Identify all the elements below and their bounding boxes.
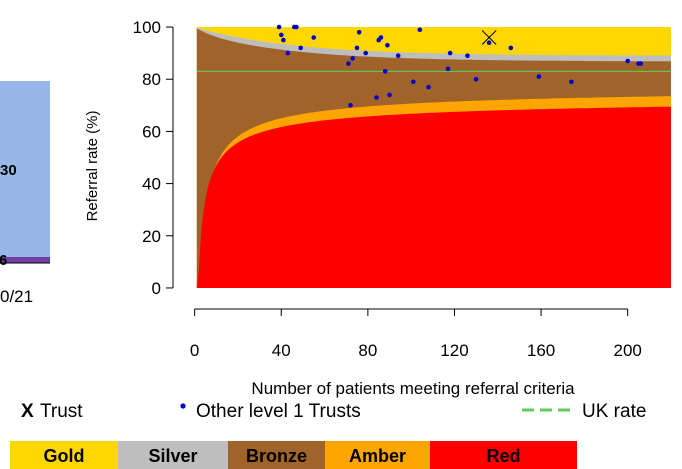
other-trust-point <box>536 74 542 79</box>
other-trust-point <box>447 50 453 56</box>
y-tick-label: 80 <box>142 70 161 89</box>
y-axis-title: Referral rate (%) <box>84 111 101 222</box>
band-key-label-silver: Silver <box>148 446 197 466</box>
partial-bar-value-2: 6 <box>0 252 7 269</box>
band-key-swatch-amber <box>325 441 430 469</box>
x-tick-label: 160 <box>527 341 555 360</box>
legend-trust-marker: X <box>21 401 34 422</box>
other-trust-point <box>281 37 286 43</box>
other-trust-point <box>417 27 423 32</box>
y-tick-label: 100 <box>133 18 161 37</box>
legend-uk-rate-label: UK rate <box>582 401 646 422</box>
other-trust-point <box>473 76 479 82</box>
y-tick-label: 40 <box>142 175 161 194</box>
band-key-label-red: Red <box>486 446 520 466</box>
other-trust-point <box>382 69 388 74</box>
other-trust-point <box>356 30 362 35</box>
legend: X Trust Other level 1 Trusts UK rate <box>21 401 646 422</box>
band-key-label-gold: Gold <box>44 446 85 466</box>
other-trust-point <box>294 24 299 30</box>
other-trust-point <box>465 53 470 58</box>
other-trust-point <box>346 61 351 66</box>
x-tick-label: 0 <box>190 341 199 360</box>
x-axis-title: Number of patients meeting referral crit… <box>251 379 575 398</box>
other-trust-point <box>508 45 514 51</box>
band-key-swatch-bronze <box>228 441 325 469</box>
partial-bar <box>0 81 50 257</box>
red-band <box>196 106 672 288</box>
band-key-label-amber: Amber <box>349 446 406 466</box>
other-trust-point <box>350 56 356 61</box>
band-key: Gold Silver Bronze Amber Red <box>10 441 577 469</box>
y-tick-label: 0 <box>152 279 161 298</box>
y-tick-label: 60 <box>142 122 161 141</box>
x-tick-label: 80 <box>358 341 377 360</box>
other-trusts-points <box>276 24 643 108</box>
other-trust-point <box>354 45 360 51</box>
legend-trust-label: Trust <box>40 401 83 422</box>
axes: 0 20 40 60 80 100 0 40 80 120 160 200 <box>133 18 642 360</box>
other-trust-point <box>445 66 451 72</box>
x-tick-label: 40 <box>272 341 291 360</box>
other-trust-point <box>311 35 317 40</box>
other-trust-point <box>374 95 379 100</box>
other-trust-point <box>298 45 304 51</box>
other-trust-point <box>387 92 392 98</box>
other-trust-point <box>411 79 416 85</box>
partial-bar-panel: 30 6 0/21 <box>0 81 50 306</box>
partial-bar-category-label: 0/21 <box>0 287 33 306</box>
other-trust-point <box>395 53 401 58</box>
band-key-swatch-red <box>430 441 577 469</box>
partial-bar-accent <box>0 257 50 263</box>
x-tick-label: 120 <box>440 341 468 360</box>
band-key-label-bronze: Bronze <box>246 446 307 466</box>
other-trust-point <box>486 40 492 45</box>
trust-marker <box>481 30 497 45</box>
other-trust-point <box>385 43 390 48</box>
plot-area <box>196 24 672 289</box>
x-tick-label: 200 <box>614 341 642 360</box>
other-trust-point <box>638 61 643 66</box>
band-key-swatch-silver <box>118 441 228 469</box>
partial-bar-value-1: 30 <box>0 162 17 179</box>
other-trust-point <box>285 50 291 56</box>
legend-other-trusts-dot <box>180 403 186 409</box>
other-trust-point <box>363 50 369 56</box>
other-trust-point <box>378 35 384 40</box>
y-ticks: 0 20 40 60 80 100 <box>133 18 173 298</box>
band-key-swatch-gold <box>10 441 118 469</box>
other-trust-point <box>276 24 282 30</box>
other-trust-point <box>348 103 353 108</box>
other-trust-point <box>279 32 284 38</box>
other-trust-point <box>625 58 630 64</box>
y-tick-label: 20 <box>142 227 161 246</box>
other-trust-point <box>426 84 431 90</box>
other-trust-point <box>569 79 574 85</box>
trust-marker-stroke <box>481 30 497 45</box>
x-ticks: 0 40 80 120 160 200 <box>190 309 642 360</box>
legend-other-trusts-label: Other level 1 Trusts <box>196 401 361 422</box>
